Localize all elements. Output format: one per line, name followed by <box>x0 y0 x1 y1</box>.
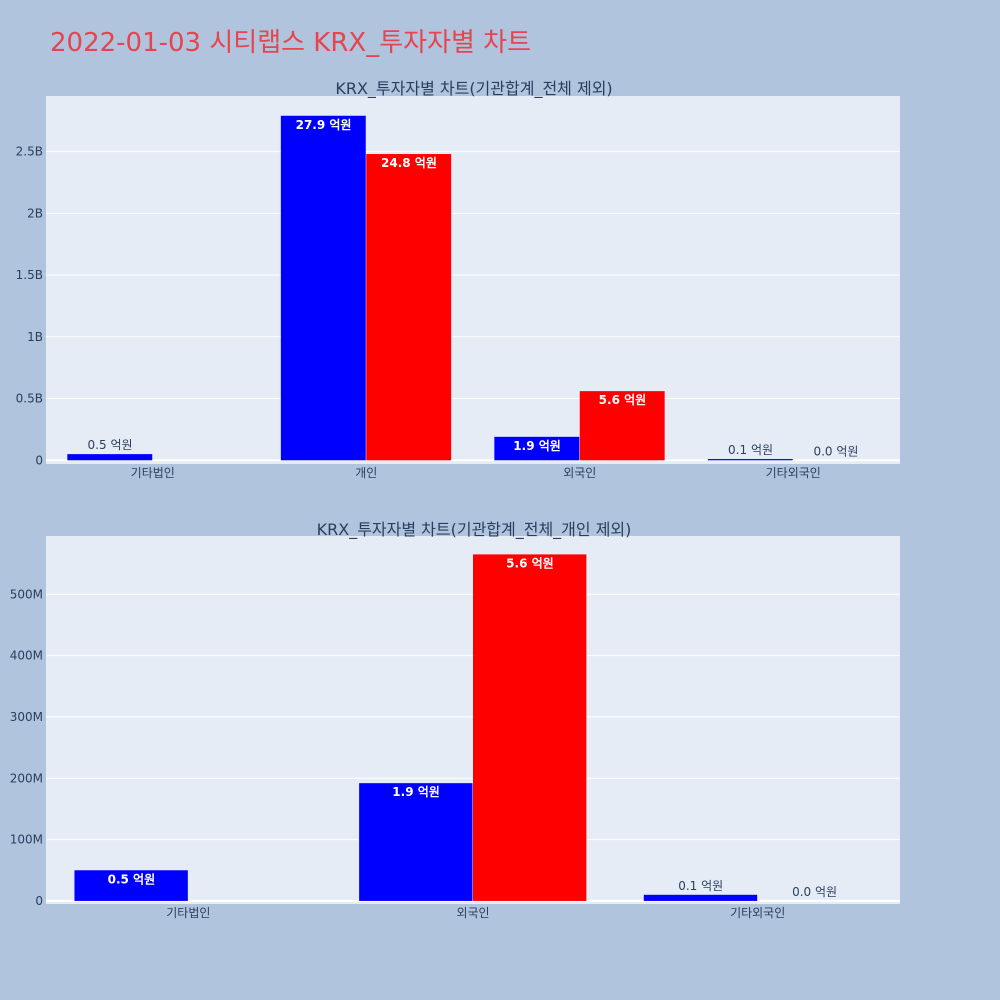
y-tick-label: 0 <box>35 453 43 467</box>
y-tick-label: 0.5B <box>16 392 43 406</box>
x-tick-label: 외국인 <box>456 906 489 920</box>
x-tick-label: 개인 <box>355 466 377 480</box>
bar-data-label: 0.5 억원 <box>108 872 156 886</box>
bar-data-label: 0.0 억원 <box>813 444 858 458</box>
x-tick-label: 기타외국인 <box>766 466 821 480</box>
y-tick-label: 200M <box>10 771 43 785</box>
bar <box>67 454 153 461</box>
bar-data-label: 0.0 억원 <box>792 885 837 899</box>
bar-data-label: 24.8 억원 <box>381 156 437 170</box>
y-tick-label: 2.5B <box>16 145 43 159</box>
bar <box>473 554 587 901</box>
chart-1: KRX_투자자별 차트(기관합계_전체 제외) 0 0.5B 1B 1.5B 2B 2.5B… <box>16 79 900 480</box>
bar <box>366 154 452 461</box>
bar <box>280 115 366 461</box>
chart-title: KRX_투자자별 차트(기관합계_전체 제외) <box>335 79 612 99</box>
bar-data-label: 27.9 억원 <box>296 118 352 132</box>
bar-data-label: 0.1 억원 <box>728 443 773 457</box>
y-tick-label: 100M <box>10 833 43 847</box>
x-tick-label: 기타법인 <box>131 466 175 480</box>
bar <box>643 894 758 901</box>
bar-data-label: 0.1 억원 <box>678 879 723 893</box>
y-tick-label: 500M <box>10 587 43 601</box>
y-tick-label: 400M <box>10 649 43 663</box>
y-tick-label: 1.5B <box>16 268 43 282</box>
plot-background <box>46 96 900 464</box>
bar <box>579 391 665 461</box>
bar <box>359 783 473 901</box>
chart-title: KRX_투자자별 차트(기관합계_전체_개인 제외) <box>317 520 632 540</box>
bar-data-label: 0.5 억원 <box>88 438 133 452</box>
y-tick-label: 0 <box>35 894 43 908</box>
bar-data-label: 1.9 억원 <box>392 785 440 799</box>
page-title: 2022-01-03 시티랩스 KRX_투자자별 차트 <box>50 28 532 58</box>
x-tick-label: 기타외국인 <box>730 906 785 920</box>
bar-data-label: 5.6 억원 <box>599 393 647 407</box>
y-tick-label: 2B <box>27 206 43 220</box>
x-tick-label: 외국인 <box>563 466 596 480</box>
bar <box>707 459 793 461</box>
bar-data-label: 1.9 억원 <box>513 439 561 453</box>
bar <box>74 870 188 901</box>
y-tick-label: 300M <box>10 710 43 724</box>
bar <box>494 436 580 461</box>
chart-2: KRX_투자자별 차트(기관합계_전체_개인 제외) 0 100M 200M 300M 4… <box>10 520 900 920</box>
bar-data-label: 5.6 억원 <box>506 556 554 570</box>
x-tick-label: 기타법인 <box>166 906 210 920</box>
y-tick-label: 1B <box>27 330 43 344</box>
